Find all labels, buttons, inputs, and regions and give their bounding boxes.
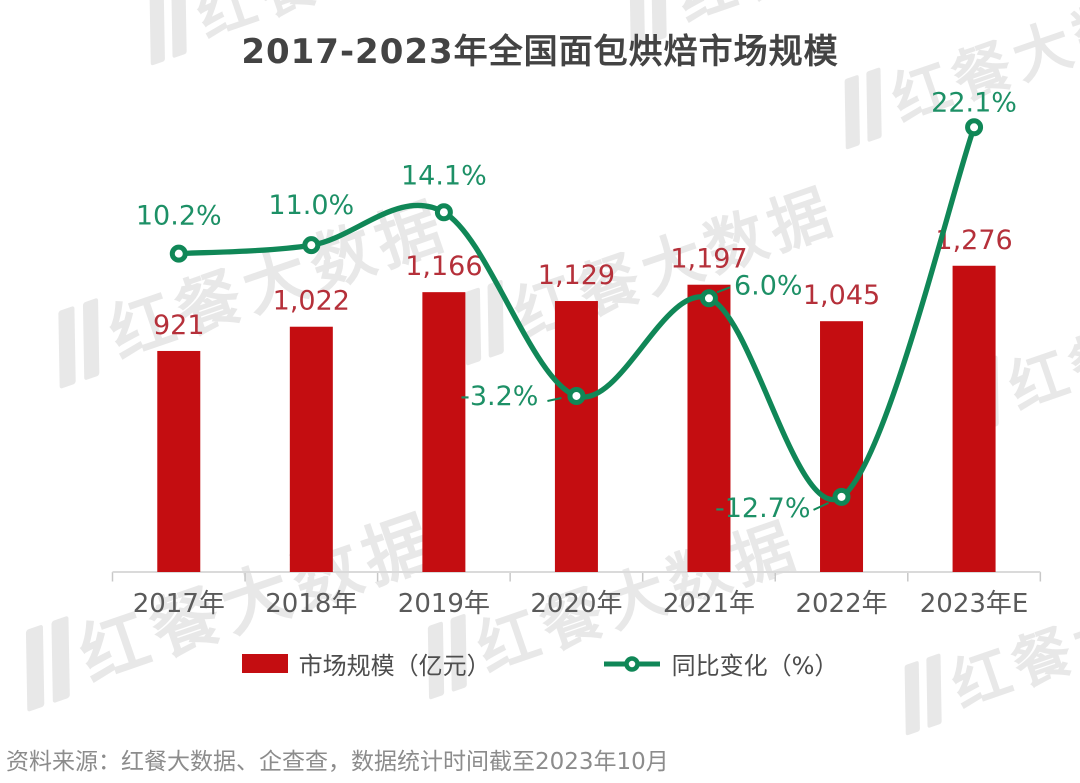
chart-title: 2017-2023年全国面包烘焙市场规模 [241,32,839,72]
x-axis-label: 2017年 [133,589,225,619]
pct-value-label: 11.0% [268,190,354,221]
line-marker [567,386,586,405]
line-marker [965,118,984,137]
x-axis-label: 2020年 [530,589,622,619]
line-marker [302,236,321,255]
bar-1 [157,350,201,572]
pct-value-label: 22.1% [931,87,1017,118]
pct-value-label: 6.0% [734,270,803,301]
bar-value-label: 1,022 [273,286,350,317]
label-leader [547,397,562,402]
bar-6 [820,321,864,572]
bar-value-label: 1,166 [405,251,482,282]
legend-label-bar: 市场规模（亿元） [298,652,491,680]
legend-label-line: 同比变化（%） [671,652,839,680]
x-axis-label: 2018年 [265,589,357,619]
x-axis-label: 2021年 [663,589,755,619]
bar-2 [289,326,333,572]
line-marker [832,487,851,506]
bar-4 [554,301,598,572]
bar-3 [422,292,466,572]
bar-value-label: 1,197 [670,244,747,275]
bar-value-label: 1,129 [538,260,615,291]
bar-value-label: 921 [153,310,205,341]
bar-series-swatch [241,654,288,673]
bar-value-label: 1,276 [935,225,1012,256]
legend-item-line: 同比变化（%） [603,646,839,681]
bar-5 [687,284,731,572]
x-axis-label: 2022年 [795,589,887,619]
line-series-swatch [603,655,660,672]
label-leader [813,501,829,511]
line-marker [434,203,453,222]
legend: 市场规模（亿元） 同比变化（%） [0,646,1080,681]
x-axis-label: 2023年E [920,589,1029,619]
yoy-line [176,124,977,503]
x-axis-label: 2019年 [398,589,490,619]
pct-value-label: -3.2% [460,381,538,412]
pct-value-label: -12.7% [715,493,811,524]
line-marker [169,244,188,263]
bar-7 [952,265,996,572]
pct-value-label: 14.1% [401,160,487,191]
label-leader [716,286,731,294]
legend-item-bar: 市场规模（亿元） [241,646,491,681]
pct-value-label: 10.2% [136,201,222,232]
bar-value-label: 1,045 [803,280,880,311]
line-marker [699,289,718,308]
source-note: 资料来源：红餐大数据、企查查，数据统计时间截至2023年10月 [6,749,669,775]
